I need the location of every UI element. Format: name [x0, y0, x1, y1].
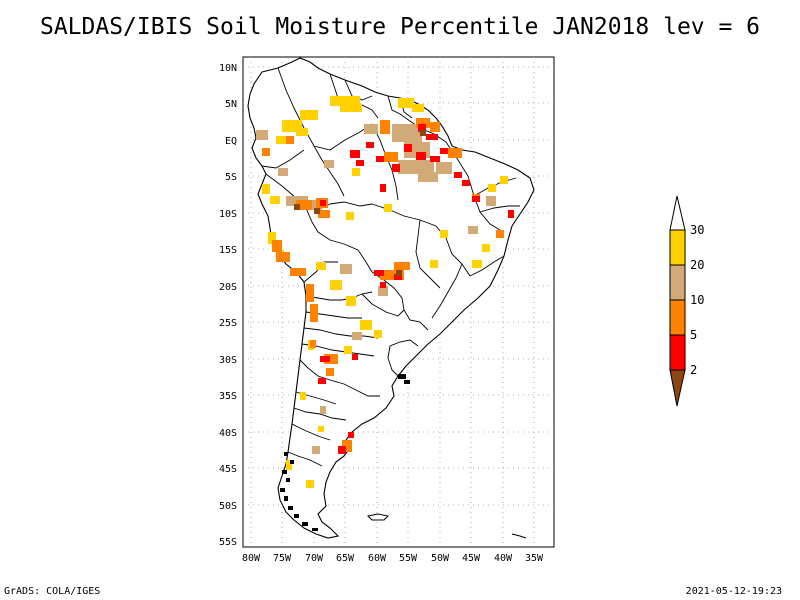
lon-label: 45W [462, 553, 481, 564]
lat-label: EQ [225, 136, 237, 147]
lon-label: 75W [273, 553, 292, 564]
falkland-islands [366, 513, 390, 521]
lat-label: 25S [219, 318, 237, 329]
colorbar-segment-5-10 [669, 299, 686, 336]
colorbar [669, 195, 686, 407]
colorbar-label: 10 [690, 293, 704, 307]
lat-label: 10N [219, 63, 237, 74]
colorbar-label: 30 [690, 223, 704, 237]
colorbar-bottom-triangle [669, 369, 686, 407]
lat-label: 5N [225, 99, 237, 110]
lat-label: 15S [219, 245, 237, 256]
lon-label: 65W [336, 553, 355, 564]
latitude-labels: 10N 5N EQ 5S 10S 15S 20S 25S 30S 35S 40S… [219, 63, 237, 548]
lon-label: 35W [525, 553, 544, 564]
chile-archipelago [280, 374, 410, 531]
country-borders [261, 67, 520, 467]
colorbar-label: 2 [690, 363, 697, 377]
footer-credit: GrADS: COLA/IGES [4, 586, 101, 597]
lat-label: 10S [219, 209, 237, 220]
lat-label: 50S [219, 501, 237, 512]
lon-label: 40W [494, 553, 513, 564]
longitude-labels: 80W 75W 70W 65W 60W 55W 50W 45W 40W 35W [242, 553, 544, 564]
map-title: SALDAS/IBIS Soil Moisture Percentile JAN… [39, 14, 761, 40]
lat-label: 20S [219, 282, 237, 293]
colorbar-label: 5 [690, 328, 697, 342]
footer-timestamp: 2021-05-12-19:23 [685, 586, 782, 597]
lon-label: 55W [399, 553, 418, 564]
lat-label: 35S [219, 391, 237, 402]
lon-label: 60W [368, 553, 387, 564]
lat-label: 55S [219, 537, 237, 548]
colorbar-top-triangle [669, 195, 686, 231]
lon-label: 70W [305, 553, 324, 564]
colorbar-segment-10-20 [669, 264, 686, 301]
colorbar-segment-20-30 [669, 229, 686, 266]
lat-label: 5S [225, 172, 237, 183]
lon-label: 80W [242, 553, 261, 564]
colorbar-segment-2-5 [669, 334, 686, 371]
colorbar-label: 20 [690, 258, 704, 272]
lon-label: 50W [431, 553, 450, 564]
data-pixels [256, 96, 514, 488]
south-georgia [511, 533, 527, 539]
colorbar-labels: 30 20 10 5 2 [690, 223, 704, 377]
lat-label: 40S [219, 428, 237, 439]
lat-label: 45S [219, 464, 237, 475]
lat-label: 30S [219, 355, 237, 366]
